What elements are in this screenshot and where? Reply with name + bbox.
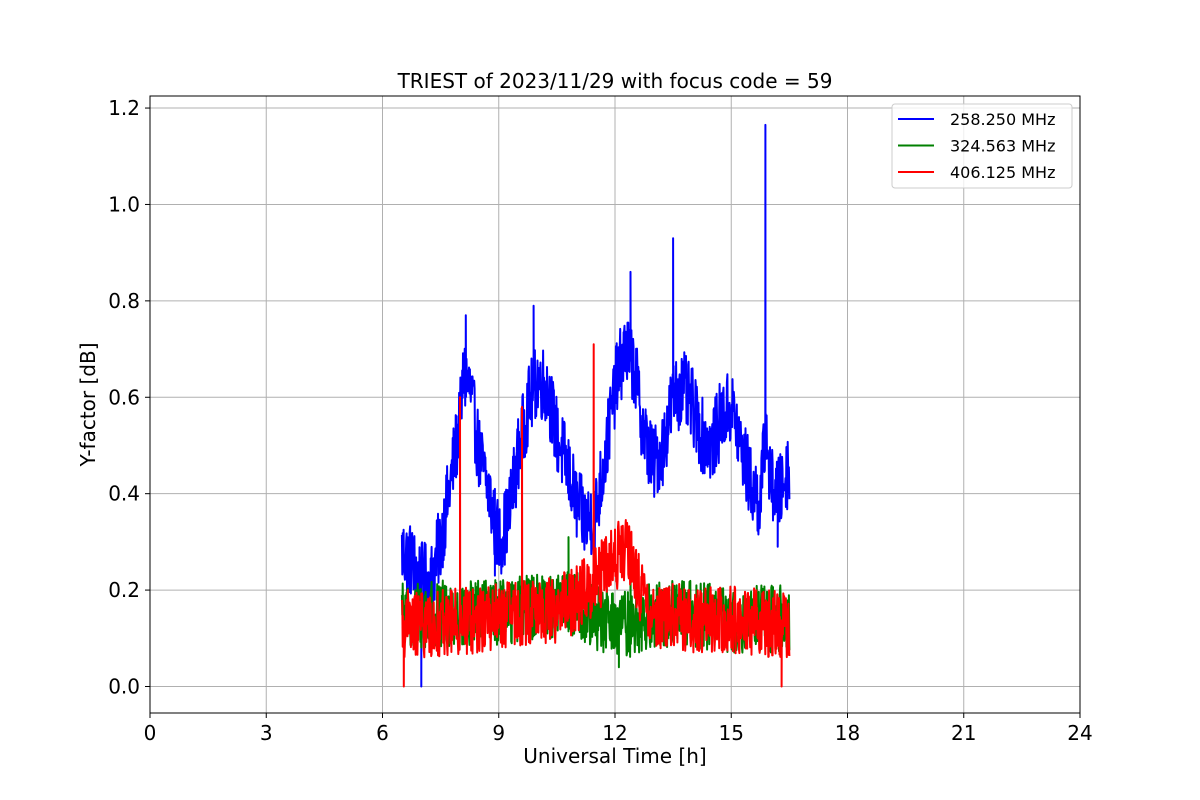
x-tick-label: 24 <box>1067 721 1092 745</box>
x-tick-label: 21 <box>951 721 976 745</box>
y-tick-label: 0.0 <box>108 674 140 698</box>
legend-label: 324.563 MHz <box>950 137 1055 156</box>
series-layer <box>400 123 791 688</box>
x-tick-label: 12 <box>602 721 627 745</box>
series-line <box>400 123 791 688</box>
x-tick-label: 3 <box>260 721 273 745</box>
y-tick-label: 0.2 <box>108 578 140 602</box>
legend: 258.250 MHz 324.563 MHz 406.125 MHz <box>891 103 1073 189</box>
x-tick-label: 9 <box>492 721 505 745</box>
y-tick-label: 0.6 <box>108 385 140 409</box>
legend-label: 406.125 MHz <box>950 163 1055 182</box>
x-axis-label: Universal Time [h] <box>523 744 706 768</box>
y-tick-label: 0.4 <box>108 482 140 506</box>
y-tick-label: 1.2 <box>108 96 140 120</box>
x-tick-label: 0 <box>144 721 157 745</box>
ticks: 0 3 6 9 12 15 18 21 24 0.0 0.2 0.4 0.6 0.8 1.0 1.2 <box>108 96 1093 745</box>
x-tick-label: 15 <box>719 721 744 745</box>
x-tick-label: 6 <box>376 721 389 745</box>
chart-title: TRIEST of 2023/11/29 with focus code = 5… <box>397 69 833 93</box>
legend-box <box>891 103 1073 189</box>
y-tick-label: 0.8 <box>108 289 140 313</box>
y-axis-label: Y-factor [dB] <box>76 342 100 467</box>
legend-label: 258.250 MHz <box>950 110 1055 129</box>
y-tick-label: 1.0 <box>108 192 140 216</box>
x-tick-label: 18 <box>835 721 860 745</box>
series-line <box>400 343 791 688</box>
